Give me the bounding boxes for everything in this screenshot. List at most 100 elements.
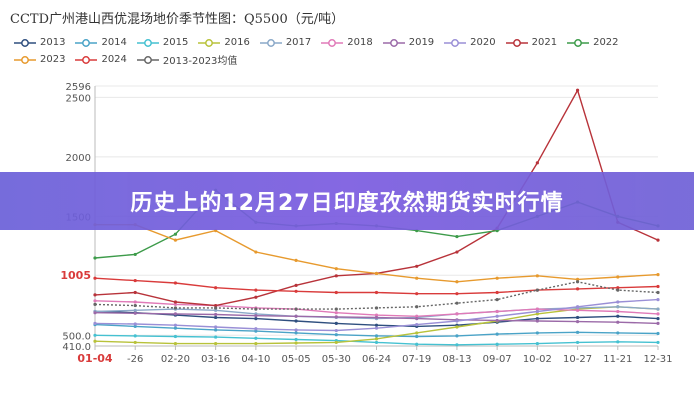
- data-point-2013: [214, 315, 218, 320]
- data-point-2015: [455, 343, 459, 347]
- data-point-2020: [535, 309, 539, 314]
- data-point-2013: [656, 317, 660, 321]
- data-point-2016: [173, 342, 178, 346]
- data-point-2015: [173, 334, 178, 339]
- legend-label: 2016: [224, 37, 250, 48]
- data-point-2023: [495, 276, 499, 280]
- data-point-2013-2023均值: [173, 306, 178, 310]
- data-point-2013-2023均值: [415, 305, 419, 309]
- data-point-2024: [656, 284, 660, 289]
- data-point-2017: [656, 307, 660, 311]
- data-point-2019: [656, 321, 660, 326]
- legend-marker-icon: [75, 38, 98, 47]
- data-point-2022: [133, 252, 137, 257]
- x-tick-label: 01-04: [77, 352, 113, 365]
- data-point-2015: [575, 340, 580, 345]
- data-point-2015: [214, 335, 218, 339]
- legend-marker-icon: [321, 38, 344, 47]
- legend-item-12[interactable]: 2013-2023均值: [136, 53, 238, 67]
- legend-item-11[interactable]: 2024: [75, 53, 127, 66]
- legend-marker-icon: [75, 55, 98, 64]
- x-tick-label: 04-10: [241, 354, 270, 365]
- data-point-2013: [535, 317, 539, 321]
- data-point-2020: [334, 328, 338, 333]
- data-point-2014: [535, 331, 539, 335]
- y-tick-label: 500.0: [62, 331, 91, 342]
- data-point-2013-2023均值: [495, 298, 499, 302]
- data-point-2013: [374, 323, 379, 327]
- data-point-2020: [455, 319, 459, 323]
- legend-item-7[interactable]: 2020: [444, 36, 496, 49]
- x-tick-label: 03-16: [201, 354, 230, 365]
- legend-label: 2014: [101, 37, 127, 48]
- x-tick-label: 10-02: [523, 354, 552, 365]
- legend-item-9[interactable]: 2022: [567, 36, 619, 49]
- legend-marker-icon: [14, 55, 36, 64]
- data-point-2014: [254, 329, 258, 333]
- data-point-2019: [415, 317, 419, 321]
- legend-item-3[interactable]: 2016: [198, 36, 250, 49]
- data-point-2024: [173, 281, 178, 285]
- data-point-2022: [455, 234, 459, 239]
- legend-item-0[interactable]: 2013: [14, 36, 65, 49]
- y-tick-label: 2000: [66, 153, 91, 164]
- data-point-2021: [415, 264, 419, 268]
- legend-item-8[interactable]: 2021: [505, 36, 557, 49]
- data-point-2016: [133, 340, 137, 345]
- legend-marker-icon: [198, 38, 221, 47]
- data-point-2021: [334, 274, 338, 278]
- data-point-2020: [656, 298, 660, 302]
- data-point-2018: [575, 308, 580, 312]
- legend-marker-icon: [136, 55, 159, 64]
- data-point-2023: [616, 275, 620, 279]
- legend-label: 2019: [408, 37, 435, 48]
- data-point-2024: [374, 290, 379, 295]
- data-point-2019: [575, 320, 580, 324]
- data-point-2018: [455, 312, 459, 316]
- data-point-2014: [214, 328, 218, 332]
- data-point-2018: [93, 299, 97, 303]
- data-point-2016: [334, 340, 338, 345]
- data-point-2020: [93, 321, 97, 326]
- headline-banner: 历史上的12月27日印度孜然期货实时行情: [0, 172, 694, 230]
- legend-item-4[interactable]: 2017: [259, 36, 312, 49]
- x-tick-label: 06-24: [362, 354, 391, 365]
- data-point-2015: [535, 342, 539, 346]
- data-point-2021: [173, 300, 178, 304]
- data-point-2013-2023均值: [133, 303, 137, 308]
- data-point-2014: [415, 334, 419, 339]
- data-point-2020: [616, 300, 620, 304]
- y-tick-label: 1005: [60, 269, 91, 282]
- data-point-2015: [254, 336, 258, 340]
- data-point-2020: [214, 325, 218, 329]
- data-point-2024: [455, 292, 459, 296]
- data-point-2019: [93, 311, 97, 315]
- data-point-2020: [415, 322, 419, 327]
- legend-item-6[interactable]: 2019: [382, 36, 435, 49]
- x-tick-label: 05-30: [322, 354, 351, 365]
- data-point-2023: [575, 277, 580, 281]
- data-point-2018: [415, 314, 419, 318]
- legend-item-2[interactable]: 2015: [136, 36, 188, 49]
- chart-legend[interactable]: 2013 2014 2015 2016 2017 2018 2019 2020 2021 2022…: [14, 36, 684, 70]
- legend-item-1[interactable]: 2014: [75, 36, 127, 49]
- legend-item-5[interactable]: 2018: [321, 36, 373, 49]
- data-point-2013-2023均值: [294, 307, 298, 311]
- data-point-2023: [294, 258, 298, 262]
- data-point-2020: [575, 305, 580, 309]
- data-point-2023: [254, 250, 258, 254]
- data-point-2022: [173, 232, 178, 236]
- data-point-2016: [535, 312, 539, 316]
- data-point-2019: [133, 311, 137, 315]
- data-point-2021: [535, 161, 539, 165]
- legend-marker-icon: [444, 38, 467, 47]
- legend-label: 2017: [285, 37, 312, 48]
- data-point-2022: [93, 256, 97, 260]
- data-point-2023: [535, 274, 539, 278]
- legend-item-10[interactable]: 2023: [14, 53, 65, 66]
- data-point-2024: [334, 290, 338, 295]
- data-point-2021: [455, 250, 459, 254]
- legend-label: 2013-2023均值: [162, 56, 238, 67]
- data-point-2015: [294, 337, 298, 342]
- data-point-2019: [294, 314, 298, 318]
